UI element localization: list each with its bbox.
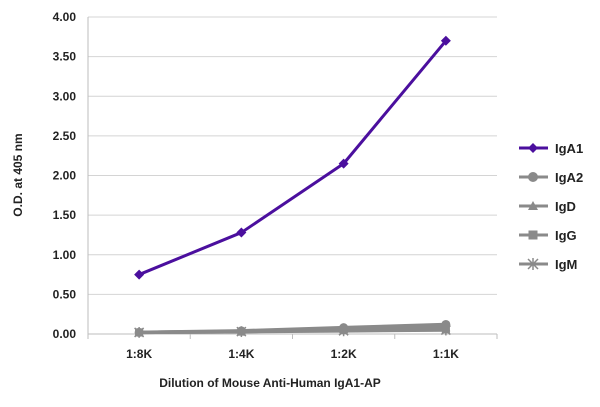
legend-item: IgG xyxy=(519,228,577,243)
data-point xyxy=(440,35,451,46)
data-point xyxy=(528,230,538,240)
y-tick-label: 3.00 xyxy=(53,89,77,103)
legend-label: IgM xyxy=(555,257,577,272)
data-point xyxy=(441,319,451,329)
x-axis-title: Dilution of Mouse Anti-Human IgA1-AP xyxy=(159,376,381,390)
y-axis-title: O.D. at 405 nm xyxy=(11,133,25,216)
x-tick-labels: 1:8K 1:4K 1:2K 1:1K xyxy=(126,347,459,361)
grid-lines xyxy=(88,16,497,295)
y-tick-label: 4.00 xyxy=(53,10,77,24)
series-line xyxy=(138,39,448,276)
series-line xyxy=(139,322,446,335)
y-tick-label: 2.00 xyxy=(53,169,77,183)
series-IgA2 xyxy=(134,319,451,337)
data-point xyxy=(528,172,538,182)
data-point xyxy=(527,258,539,270)
x-tick-label: 1:8K xyxy=(126,347,152,361)
legend-item: IgA2 xyxy=(519,170,583,185)
y-tick-label: 1.00 xyxy=(53,248,77,262)
x-tick-label: 1:4K xyxy=(228,347,254,361)
legend-label: IgA1 xyxy=(555,141,583,156)
legend: IgA1 IgA2 IgD IgG IgM xyxy=(519,141,583,272)
y-tick-label: 0.00 xyxy=(53,327,77,341)
data-point xyxy=(134,327,144,337)
series-IgA1 xyxy=(134,35,451,280)
x-tick-label: 1:2K xyxy=(331,347,357,361)
data-point xyxy=(528,201,538,210)
y-tick-label: 3.50 xyxy=(53,50,77,64)
legend-label: IgA2 xyxy=(555,170,583,185)
x-tick-label: 1:1K xyxy=(433,347,459,361)
y-tick-label: 2.50 xyxy=(53,129,77,143)
data-point xyxy=(134,269,145,280)
data-point xyxy=(338,158,349,169)
data-point xyxy=(236,326,246,336)
data-point xyxy=(339,323,349,333)
legend-item: IgD xyxy=(519,199,576,214)
y-tick-label: 1.50 xyxy=(53,208,77,222)
y-tick-label: 0.50 xyxy=(53,287,77,301)
y-tick-labels: 0.00 0.50 1.00 1.50 2.00 2.50 3.00 3.50 4.00 xyxy=(53,10,77,341)
axes xyxy=(87,17,498,339)
legend-item: IgM xyxy=(519,257,577,272)
legend-label: IgG xyxy=(555,228,577,243)
data-point xyxy=(528,143,538,153)
legend-label: IgD xyxy=(555,199,576,214)
series-group xyxy=(134,35,451,338)
legend-item: IgA1 xyxy=(519,141,583,156)
data-point xyxy=(236,227,247,238)
